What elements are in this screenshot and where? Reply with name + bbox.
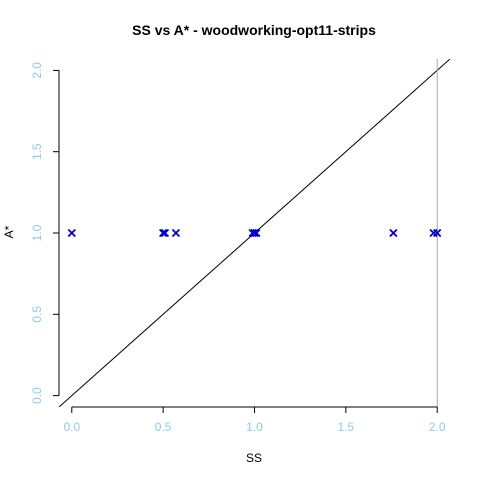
- data-point: [389, 228, 398, 238]
- y-tick-label: 0.0: [30, 387, 44, 404]
- y-tick-label: 2.0: [30, 62, 44, 79]
- data-point: [159, 228, 168, 238]
- data-point: [67, 228, 76, 238]
- y-tick-label: 0.5: [30, 306, 44, 323]
- x-tick-label: 0.5: [155, 420, 172, 434]
- data-point-stroke: [160, 228, 170, 238]
- data-point: [160, 228, 170, 238]
- x-axis-label: SS: [246, 451, 262, 465]
- x-tick-label: 0.0: [63, 420, 80, 434]
- data-point-stroke: [159, 228, 168, 238]
- data-point: [433, 228, 442, 238]
- data-point: [250, 228, 259, 238]
- axes: 0.0 0.5 1.0 1.5 2.0 0.0 0.5 1.0 1.5 2.0: [30, 62, 446, 434]
- x-tick-label: 1.5: [338, 420, 355, 434]
- data-point-stroke: [433, 228, 442, 238]
- y-tick-label: 1.0: [30, 224, 44, 241]
- data-point-stroke: [67, 228, 76, 238]
- y-tick-label: 1.5: [30, 143, 44, 160]
- x-tick-label: 1.0: [246, 420, 263, 434]
- data-point-stroke: [171, 228, 181, 238]
- x-tick-label: 2.0: [429, 420, 446, 434]
- data-point: [252, 228, 261, 238]
- data-point: [171, 228, 181, 238]
- chart-title: SS vs A* - woodworking-opt11-strips: [132, 22, 376, 38]
- data-point-stroke: [250, 228, 259, 238]
- data-point-stroke: [252, 228, 261, 238]
- data-points: [67, 228, 442, 238]
- y-axis-label: A*: [2, 225, 16, 238]
- data-point-stroke: [389, 228, 398, 238]
